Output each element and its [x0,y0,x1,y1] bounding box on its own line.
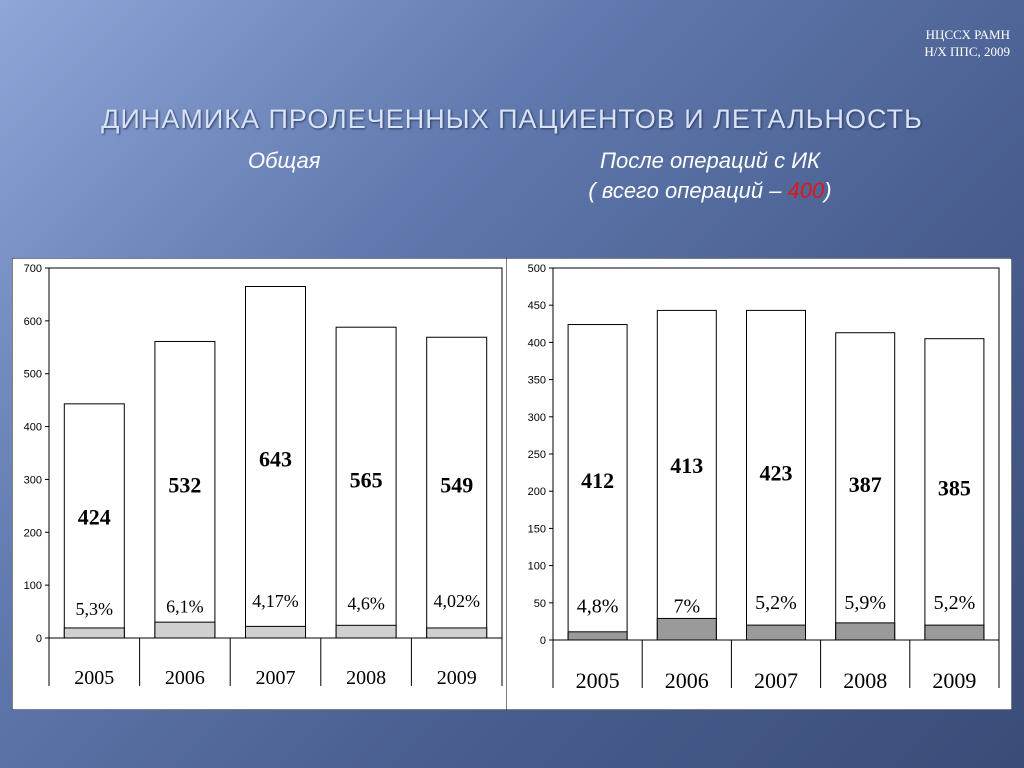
after-ic-category-label-2009: 2009 [932,668,976,693]
subtitle-right-line-1: После операций с ИК [600,148,820,173]
organization-line-2: Н/Х ППС, 2009 [924,44,1010,59]
after-ic-y-tick-label: 400 [528,337,546,349]
subtitle-right-line-2: ( всего операций – 400) [520,176,900,206]
overall-y-tick-label: 700 [24,263,42,275]
overall-value-label-2005: 424 [78,504,111,529]
after-ic-bar-2007 [746,309,806,641]
after-ic-category-label-2006: 2006 [665,668,709,693]
overall-bar-2007 [245,286,306,639]
after-ic-percent-label-2006: 7% [673,596,700,618]
chart-after-ic: 0 50 100 150 200 250 300 350 400 450 500 412 4,8% 200… [506,258,1012,710]
overall-percent-label-2007: 4,17% [252,591,299,611]
overall-y-tick-label: 400 [24,422,42,434]
chart-after-ic-panel: 0 50 100 150 200 250 300 350 400 450 500 412 4,8% 200… [506,258,1012,710]
overall-value-label-2009: 549 [440,473,473,498]
after-ic-value-label-2008: 387 [849,472,882,497]
after-ic-y-tick-label: 0 [540,635,546,647]
overall-bar-base-2008 [335,624,397,639]
after-ic-bar-2005 [567,324,628,641]
overall-bar-base-2005 [63,627,125,639]
overall-percent-label-2008: 4,6% [347,594,385,614]
after-ic-bar-base-2005 [567,631,628,641]
overall-percent-label-2005: 5,3% [76,599,114,619]
after-ic-y-tick-label: 50 [534,598,546,610]
after-ic-bar-base-2007 [746,624,806,641]
after-ic-bar-2006 [656,309,717,641]
overall-y-tick-label: 500 [24,369,42,381]
overall-bar-base-2007 [245,625,306,639]
after-ic-percent-label-2005: 4,8% [577,596,619,618]
overall-category-label-2008: 2008 [346,667,386,689]
overall-bar-2008 [335,326,397,639]
after-ic-value-label-2005: 412 [581,468,614,493]
after-ic-y-tick-label: 250 [528,449,546,461]
overall-bar-2006 [154,340,216,639]
subtitle-right: После операций с ИК ( всего операций – 4… [520,146,900,206]
after-ic-y-tick-label: 500 [528,263,546,275]
after-ic-y-tick-label: 200 [528,486,546,498]
overall-category-label-2006: 2006 [165,667,205,689]
overall-percent-label-2009: 4,02% [433,591,480,611]
overall-value-label-2007: 643 [259,446,292,471]
overall-bar-2005 [63,403,125,639]
after-ic-y-tick-label: 450 [528,300,546,312]
after-ic-value-label-2007: 423 [760,461,793,486]
after-ic-percent-label-2009: 5,2% [934,592,976,614]
after-ic-y-tick-label: 100 [528,561,546,573]
after-ic-y-tick-label: 150 [528,523,546,535]
overall-bar-base-2006 [154,621,216,639]
chart-overall: 0 100 200 300 400 500 600 700 424 5,3% 2005 532 6,1%… [12,258,510,710]
overall-bar-base-2009 [426,627,488,639]
after-ic-bar-2009 [924,338,985,641]
overall-bar-2009 [426,336,488,639]
after-ic-category-label-2007: 2007 [754,668,798,693]
overall-y-tick-label: 300 [24,474,42,486]
overall-y-tick-label: 100 [24,580,42,592]
after-ic-category-label-2005: 2005 [576,668,620,693]
overall-category-label-2005: 2005 [74,667,114,689]
overall-category-label-2009: 2009 [437,667,477,689]
after-ic-value-label-2009: 385 [938,475,971,500]
overall-value-label-2006: 532 [168,473,201,498]
after-ic-bar-2008 [835,332,896,641]
after-ic-category-label-2008: 2008 [843,668,887,693]
subtitle-right-suffix: ) [824,178,832,203]
overall-y-tick-label: 600 [24,316,42,328]
subtitle-right-prefix: ( всего операций – [588,178,788,203]
organization-note: НЦССХ РАМН Н/Х ППС, 2009 [924,26,1010,60]
after-ic-bar-base-2006 [656,617,717,641]
after-ic-percent-label-2007: 5,2% [755,592,797,614]
after-ic-y-tick-label: 300 [528,412,546,424]
after-ic-percent-label-2008: 5,9% [844,592,886,614]
total-operations-value: 400 [787,178,825,203]
overall-category-label-2007: 2007 [256,667,296,689]
overall-value-label-2008: 565 [350,467,383,492]
slide-title: ДИНАМИКА ПРОЛЕЧЕННЫХ ПАЦИЕНТОВ И ЛЕТАЛЬН… [101,104,923,134]
after-ic-value-label-2006: 413 [670,453,703,478]
chart-overall-panel: 0 100 200 300 400 500 600 700 424 5,3% 2005 532 6,1%… [12,258,510,710]
subtitle-left: Общая [248,148,321,173]
overall-y-tick-label: 200 [24,527,42,539]
after-ic-bar-base-2009 [924,624,985,641]
overall-y-tick-label: 0 [36,633,42,645]
after-ic-y-tick-label: 350 [528,375,546,387]
after-ic-bar-base-2008 [835,622,896,641]
organization-line-1: НЦССХ РАМН [925,27,1010,42]
overall-percent-label-2006: 6,1% [166,596,204,616]
